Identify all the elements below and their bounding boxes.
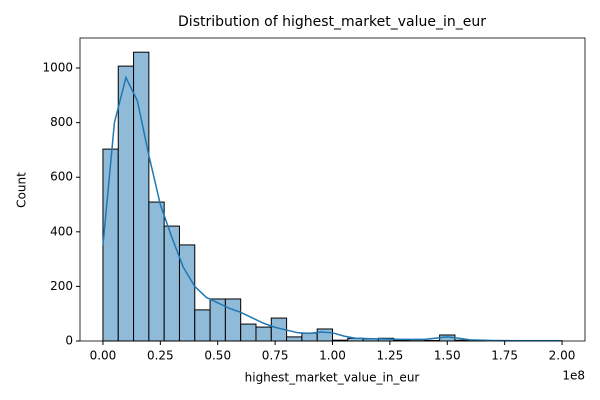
x-offset-label: 1e8 <box>562 369 585 383</box>
y-axis-label: Count <box>15 172 29 208</box>
y-tick-label: 800 <box>50 115 73 129</box>
x-tick-label: 0.00 <box>90 349 117 363</box>
x-axis-label: highest_market_value_in_eur <box>245 371 420 385</box>
x-tick-label: 1.00 <box>319 349 346 363</box>
y-tick-label: 600 <box>50 170 73 184</box>
bar <box>224 298 242 342</box>
bar <box>163 225 180 342</box>
bar <box>316 328 333 342</box>
x-tick-label: 2.00 <box>549 349 576 363</box>
bar <box>148 201 165 342</box>
y-tick-label: 400 <box>50 224 73 238</box>
chart-title: Distribution of highest_market_value_in_… <box>178 14 486 30</box>
bar <box>301 332 318 342</box>
x-tick-label: 1.50 <box>434 349 461 363</box>
bar <box>255 326 272 342</box>
bar <box>102 148 119 342</box>
x-tick-label: 0.75 <box>262 349 289 363</box>
y-tick-label: 1000 <box>42 61 73 75</box>
bar <box>117 65 135 342</box>
bar <box>133 51 150 342</box>
x-tick-label: 1.75 <box>491 349 518 363</box>
x-tick-label: 0.25 <box>147 349 174 363</box>
x-tick-label: 0.50 <box>204 349 231 363</box>
y-tick-label: 200 <box>50 279 73 293</box>
y-tick-label: 0 <box>65 334 73 348</box>
bar <box>286 336 303 342</box>
bar <box>178 244 196 342</box>
bar <box>240 323 257 342</box>
kde-line <box>102 75 563 342</box>
plot-frame <box>79 37 586 342</box>
x-tick-label: 1.25 <box>377 349 404 363</box>
bar <box>194 309 211 342</box>
